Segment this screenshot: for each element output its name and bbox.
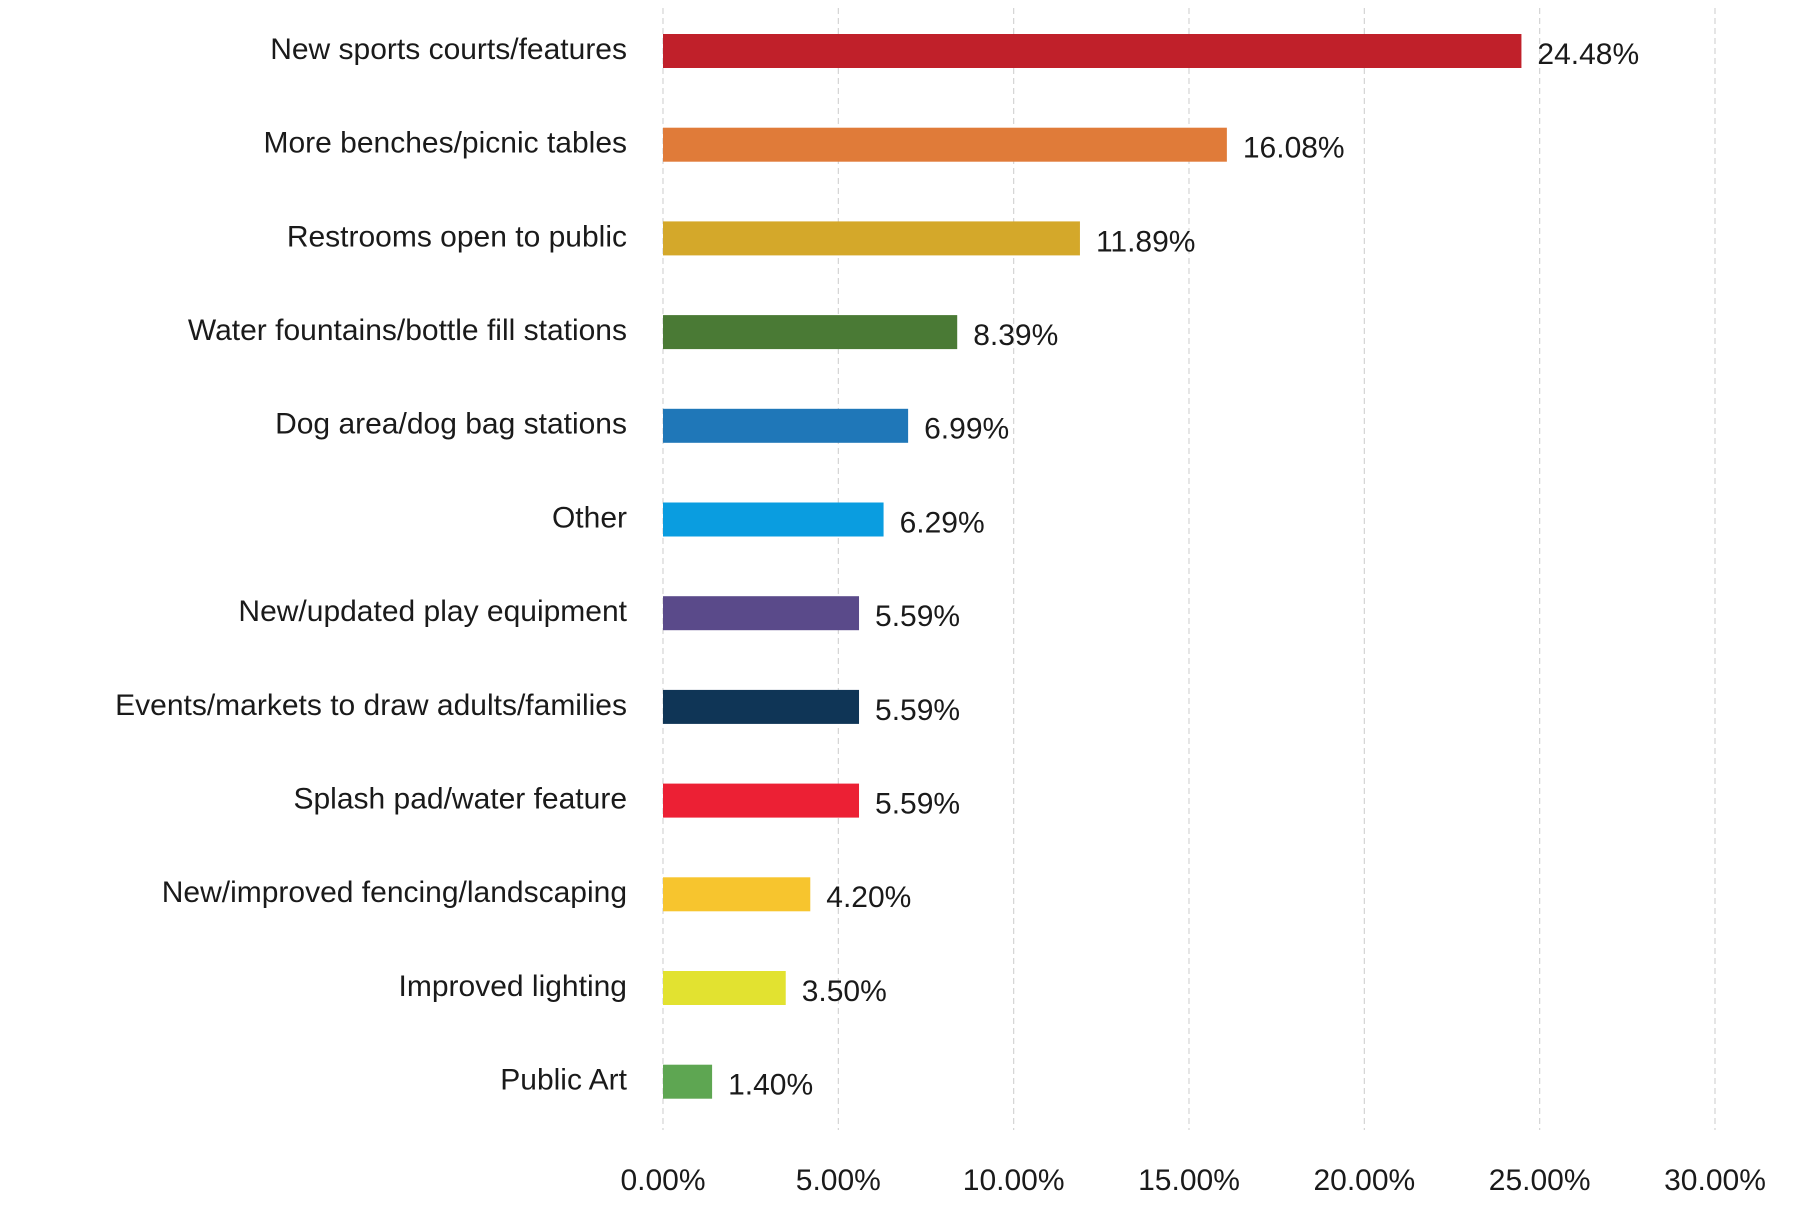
value-label: 5.59% xyxy=(875,788,960,821)
y-tick-label: Public Art xyxy=(500,1064,627,1097)
bar xyxy=(663,877,811,912)
bar xyxy=(663,34,1522,68)
bar xyxy=(663,127,1227,162)
x-tick-label: 10.00% xyxy=(963,1164,1065,1197)
y-tick-label: Other xyxy=(552,501,627,534)
value-label: 5.59% xyxy=(875,694,960,727)
bar xyxy=(663,596,860,631)
y-tick-label: Dog area/dog bag stations xyxy=(275,408,627,441)
value-label: 8.39% xyxy=(973,319,1058,352)
x-tick-label: 25.00% xyxy=(1489,1164,1591,1197)
x-tick-label: 20.00% xyxy=(1313,1164,1415,1197)
y-tick-label: Water fountains/bottle fill stations xyxy=(188,314,627,347)
bar xyxy=(663,783,860,818)
bar xyxy=(663,221,1080,256)
x-tick-label: 15.00% xyxy=(1138,1164,1240,1197)
value-label: 16.08% xyxy=(1243,132,1345,165)
y-tick-label: Restrooms open to public xyxy=(287,220,627,253)
y-tick-label: More benches/picnic tables xyxy=(263,127,627,160)
value-label: 24.48% xyxy=(1537,38,1639,71)
x-tick-label: 30.00% xyxy=(1664,1164,1766,1197)
bar xyxy=(663,315,958,350)
y-tick-label: New/improved fencing/landscaping xyxy=(162,876,627,909)
y-tick-label: Events/markets to draw adults/families xyxy=(115,689,627,722)
value-label: 3.50% xyxy=(802,975,887,1008)
bar xyxy=(663,502,884,537)
value-label: 6.99% xyxy=(924,413,1009,446)
y-tick-label: Splash pad/water feature xyxy=(293,783,627,816)
value-label: 11.89% xyxy=(1096,225,1196,258)
y-tick-label: New sports courts/features xyxy=(270,33,627,66)
value-label: 1.40% xyxy=(728,1069,813,1102)
x-tick-label: 0.00% xyxy=(620,1164,705,1197)
bar xyxy=(663,689,860,724)
y-tick-label: Improved lighting xyxy=(399,970,627,1003)
value-label: 5.59% xyxy=(875,600,960,633)
value-label: 4.20% xyxy=(826,881,911,914)
bar xyxy=(663,408,909,443)
bar xyxy=(663,971,786,1005)
x-tick-label: 5.00% xyxy=(796,1164,881,1197)
y-tick-label: New/updated play equipment xyxy=(238,595,627,628)
bar xyxy=(663,1064,713,1099)
value-label: 6.29% xyxy=(900,506,985,539)
